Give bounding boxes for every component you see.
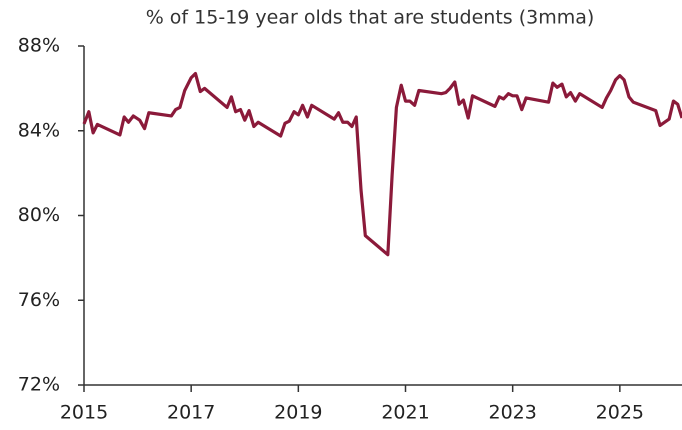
y-tick-label: 88% [18,35,60,57]
y-tick-label: 80% [18,204,60,226]
x-tick-label: 2021 [381,402,429,424]
y-tick-label: 72% [18,374,60,396]
x-tick-label: 2023 [488,402,536,424]
x-tick-label: 2025 [596,402,644,424]
y-tick-label: 76% [18,289,60,311]
x-tick-label: 2017 [167,402,215,424]
chart-title: % of 15-19 year olds that are students (… [146,7,595,29]
data-line [82,71,682,257]
y-tick-label: 84% [18,119,60,141]
x-tick-label: 2015 [60,402,108,424]
x-tick-label: 2019 [274,402,322,424]
